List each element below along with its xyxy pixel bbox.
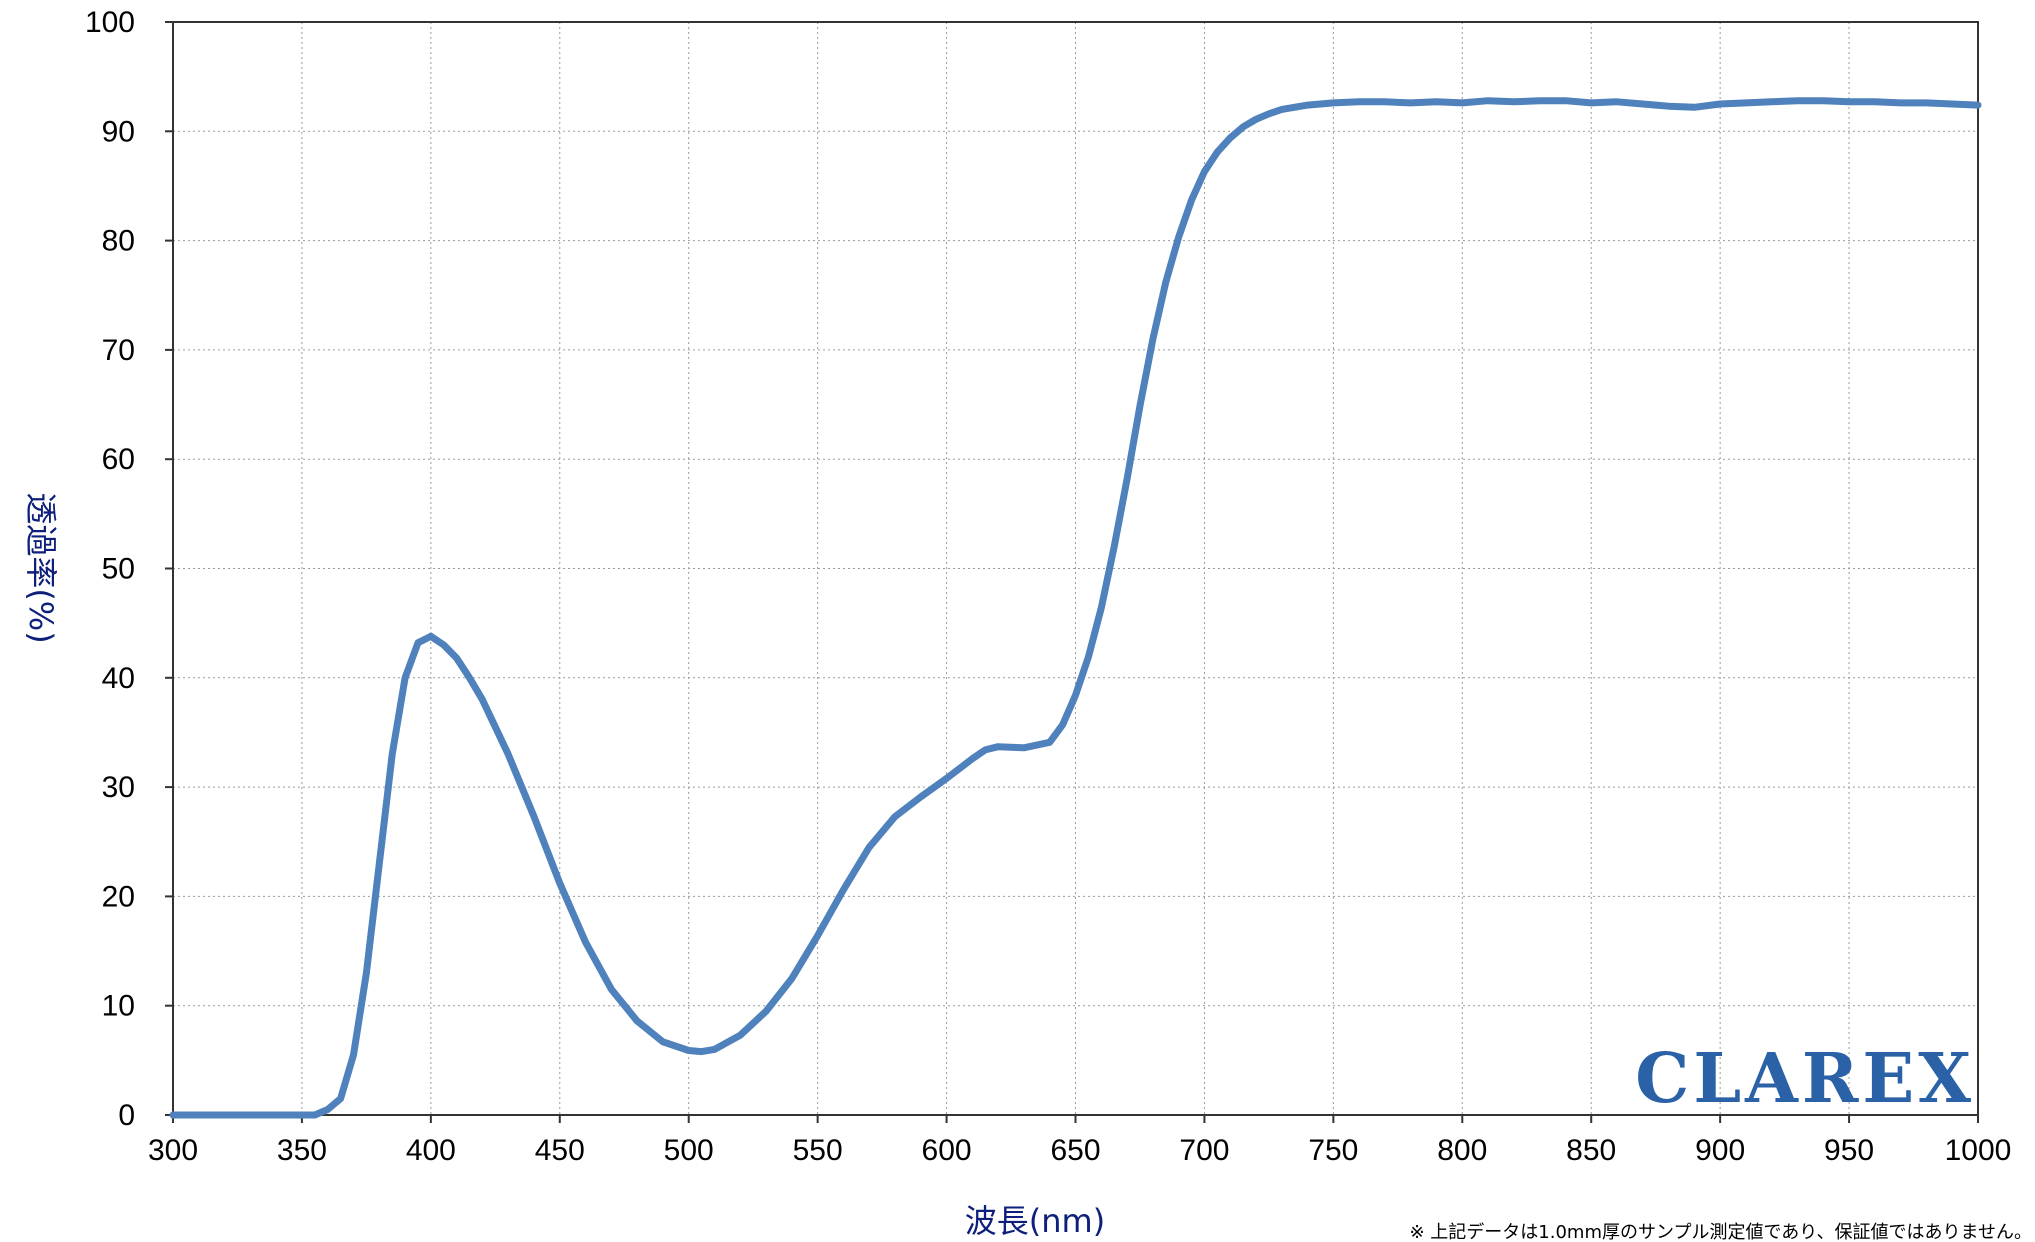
y-tick-label: 10	[102, 990, 135, 1023]
series-layer	[169, 97, 1982, 1119]
x-tick-label: 700	[1179, 1134, 1229, 1167]
x-tick-label: 950	[1824, 1134, 1874, 1167]
y-tick-label: 70	[102, 334, 135, 367]
x-tick-label: 1000	[1945, 1134, 2012, 1167]
y-tick-label: 100	[85, 6, 135, 39]
y-tick-label: 20	[102, 880, 135, 913]
x-tick-label: 450	[535, 1134, 585, 1167]
disclaimer-footnote: ※ 上記データは1.0mm厚のサンプル測定値であり、保証値ではありません。	[1409, 1222, 2032, 1242]
transmittance-line	[169, 97, 1982, 1119]
x-tick-label: 500	[664, 1134, 714, 1167]
x-tick-label: 350	[277, 1134, 327, 1167]
x-axis-title: 波長(nm)	[965, 1202, 1105, 1240]
x-tick-label: 850	[1566, 1134, 1616, 1167]
x-tick-label: 600	[922, 1134, 972, 1167]
x-tick-label: 400	[406, 1134, 456, 1167]
y-tick-label: 40	[102, 662, 135, 695]
y-tick-label: 50	[102, 553, 135, 586]
x-tick-label: 300	[148, 1134, 198, 1167]
y-tick-label: 90	[102, 115, 135, 148]
axis-ticks: 300 350 400 450 500 550 600 650 700 750 800 850 900 9…	[85, 6, 2011, 1167]
clarex-logo: CLAREX	[1635, 1039, 1975, 1119]
x-tick-label: 550	[793, 1134, 843, 1167]
y-tick-label: 30	[102, 771, 135, 804]
y-tick-label: 80	[102, 225, 135, 258]
y-tick-label: 0	[118, 1099, 135, 1132]
y-tick-label: 60	[102, 443, 135, 476]
grid	[173, 22, 1978, 1115]
x-tick-label: 900	[1695, 1134, 1745, 1167]
x-tick-label: 750	[1308, 1134, 1358, 1167]
y-axis-title: 透過率(%)	[22, 492, 60, 643]
x-tick-label: 800	[1437, 1134, 1487, 1167]
x-tick-label: 650	[1050, 1134, 1100, 1167]
